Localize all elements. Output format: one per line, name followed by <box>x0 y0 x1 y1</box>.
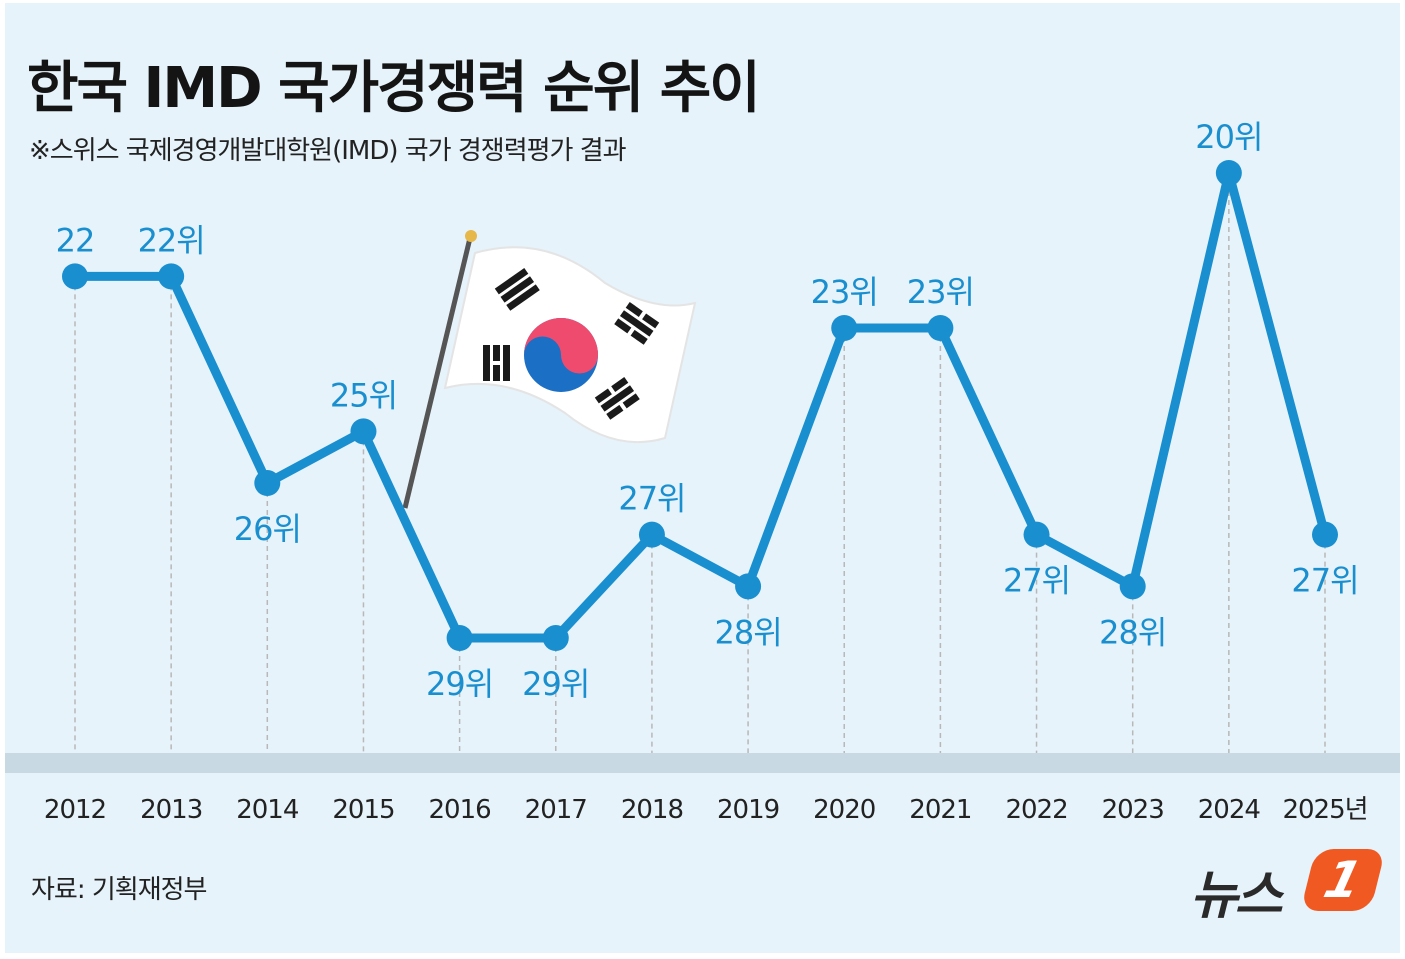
x-tick-label: 2013 <box>140 795 202 825</box>
x-tick-label: 2022 <box>1005 795 1067 825</box>
line-chart: 22 22위 26위 25위 29위 29위 27위 28위 23위 23위 27위 28위 20위 27… <box>5 118 1400 825</box>
x-tick-label: 2017 <box>525 795 587 825</box>
point-label: 22위 <box>138 221 205 259</box>
x-tick-label: 2015 <box>332 795 394 825</box>
news1-logo: 뉴스 1 <box>1190 843 1390 926</box>
data-points <box>62 160 1338 651</box>
infographic-frame: 22 22위 26위 25위 29위 29위 27위 28위 23위 23위 27위 28위 20위 27… <box>5 3 1400 953</box>
point-label: 27위 <box>618 480 685 518</box>
point-label: 29위 <box>522 665 589 703</box>
data-point <box>1215 160 1242 186</box>
korean-flag-icon <box>402 230 697 509</box>
point-label: 22 <box>56 221 95 259</box>
data-point <box>1312 521 1338 548</box>
x-tick-label: 2018 <box>621 795 683 825</box>
x-axis-ticks: 2012 2013 2014 2015 2016 2017 2018 2019 2020 2021… <box>44 795 1369 825</box>
point-label: 27위 <box>1003 562 1070 600</box>
guide-lines <box>74 173 1326 773</box>
source-note: 자료: 기획재정부 <box>31 875 207 905</box>
chart-title: 한국 IMD 국가경쟁력 순위 추이 <box>27 56 761 121</box>
point-label: 23위 <box>811 273 878 311</box>
x-tick-label: 2021 <box>909 795 971 825</box>
point-label: 28위 <box>1099 613 1166 651</box>
x-tick-label: 2014 <box>236 795 299 825</box>
x-tick-label: 2012 <box>44 795 106 825</box>
x-tick-label: 2016 <box>429 795 491 825</box>
data-point <box>638 521 665 548</box>
baseline-band <box>5 753 1400 773</box>
point-label: 20위 <box>1195 118 1262 156</box>
x-tick-label: 2020 <box>813 795 875 825</box>
x-tick-label: 2024 <box>1198 795 1261 825</box>
point-label: 29위 <box>426 665 493 703</box>
data-point <box>735 573 762 600</box>
x-tick-label: 2019 <box>717 795 779 825</box>
point-label: 23위 <box>907 273 974 311</box>
data-point <box>542 625 569 651</box>
logo-badge-text: 1 <box>1318 851 1368 909</box>
x-tick-label: 2025년 <box>1282 795 1367 825</box>
data-point <box>254 470 281 496</box>
data-point <box>446 625 473 651</box>
point-label: 28위 <box>714 613 781 651</box>
logo-text: 뉴스 <box>1190 866 1283 926</box>
series-line <box>70 168 1330 643</box>
data-point <box>62 263 88 290</box>
point-label: 27위 <box>1291 562 1358 600</box>
x-tick-label: 2023 <box>1102 795 1164 825</box>
data-point <box>831 315 858 341</box>
point-label: 26위 <box>234 510 301 548</box>
data-point <box>350 418 377 445</box>
data-point <box>927 315 954 341</box>
point-labels: 22 22위 26위 25위 29위 29위 27위 28위 23위 23위 27위 28위 20위 27… <box>56 118 1360 703</box>
point-label: 25위 <box>330 376 397 414</box>
data-point <box>158 263 185 290</box>
logo-badge: 1 <box>1300 849 1386 911</box>
chart-subtitle: ※스위스 국제경영개발대학원(IMD) 국가 경쟁력평가 결과 <box>29 136 627 166</box>
data-point <box>1023 521 1050 548</box>
data-point <box>1119 573 1146 600</box>
